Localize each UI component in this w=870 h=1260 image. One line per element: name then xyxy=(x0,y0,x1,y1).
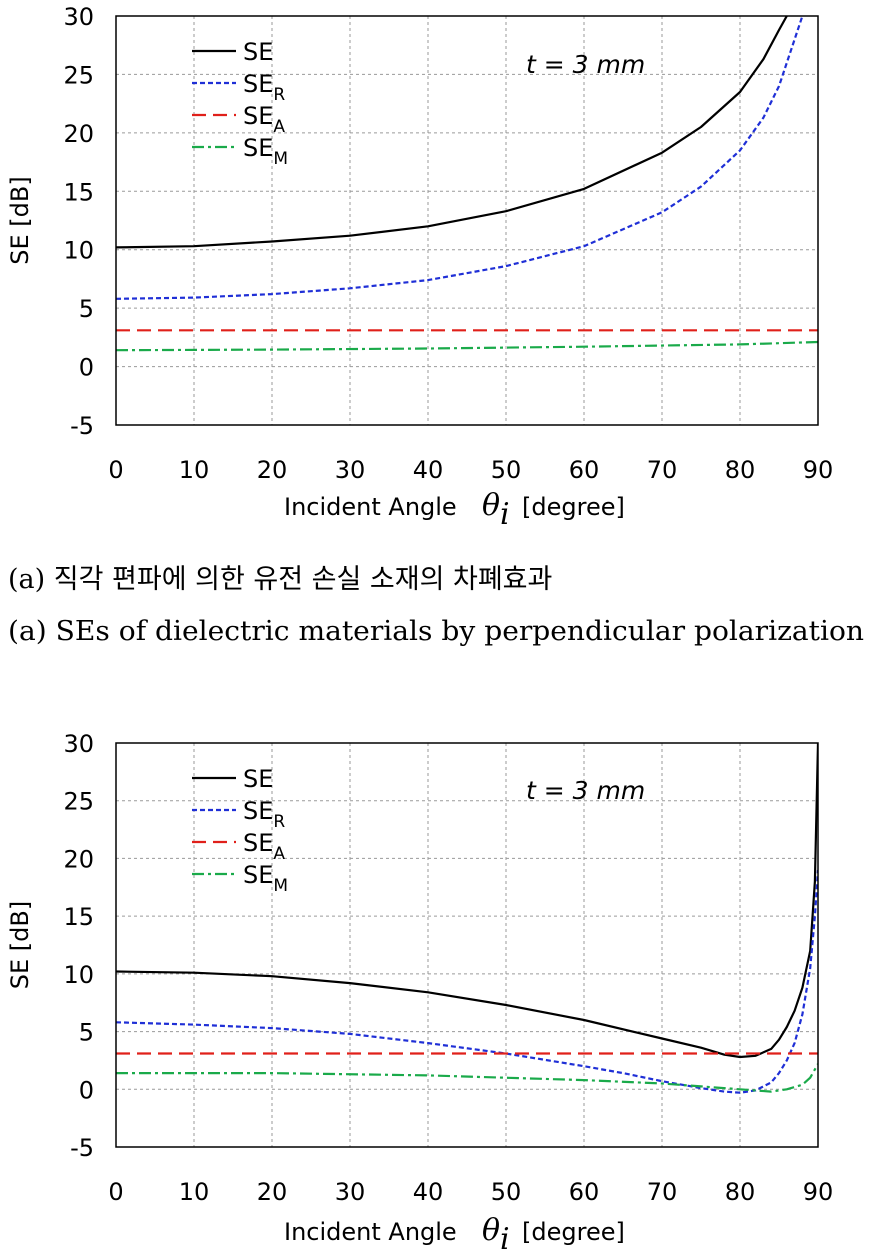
chart-b-y-tick-label: 25 xyxy=(63,788,94,816)
chart-b: -5 0 5 10 15 20 25 30 0 10 20 30 40 50 60 70 80 90 SE SER… xyxy=(6,730,833,1257)
chart-a-x-tick-label: 30 xyxy=(335,456,366,484)
chart-b-series-se xyxy=(116,743,818,1059)
chart-a-x-tick-label: 70 xyxy=(647,456,678,484)
chart-b-x-axis-label: Incident Angle θ i [degree] xyxy=(284,1213,625,1257)
chart-a-y-tick-label: 5 xyxy=(79,295,94,323)
chart-b-y-ticks: -5 0 5 10 15 20 25 30 xyxy=(63,730,94,1162)
chart-b-legend-label-se-r: SER xyxy=(243,797,285,832)
chart-b-legend-label-se-a: SEA xyxy=(243,829,285,864)
chart-a-grid xyxy=(116,16,818,425)
chart-a-x-tick-label: 40 xyxy=(413,456,444,484)
chart-b-x-tick-label: 50 xyxy=(491,1178,522,1206)
chart-a-annotation: t = 3 mm xyxy=(526,50,645,79)
chart-a-y-tick-label: 15 xyxy=(63,178,94,206)
chart-a-legend-label-se-a: SEA xyxy=(243,102,285,137)
chart-b-x-ticks: 0 10 20 30 40 50 60 70 80 90 xyxy=(108,1178,833,1206)
chart-b-y-tick-label: 15 xyxy=(63,903,94,931)
chart-a-x-tick-label: 90 xyxy=(803,456,834,484)
chart-b-x-tick-label: 80 xyxy=(725,1178,756,1206)
chart-b-x-axis-label-unit: [degree] xyxy=(522,1218,625,1246)
chart-a-x-tick-label: 20 xyxy=(257,456,288,484)
chart-b-y-tick-label: 30 xyxy=(63,730,94,758)
chart-a-legend-label-se-r: SER xyxy=(243,70,285,105)
chart-a-series xyxy=(116,16,818,352)
chart-a-x-tick-label: 10 xyxy=(179,456,210,484)
chart-a-x-tick-label: 0 xyxy=(108,456,123,484)
chart-a-y-tick-label: 30 xyxy=(63,3,94,31)
chart-a-y-tick-label: 20 xyxy=(63,120,94,148)
chart-b-plot-frame xyxy=(115,742,819,1148)
chart-b-y-tick-label: 0 xyxy=(79,1076,94,1104)
chart-a-series-se-m xyxy=(116,340,818,352)
chart-a-series-se-r xyxy=(116,16,804,300)
chart-a-y-tick-label: 0 xyxy=(79,354,94,382)
chart-a-x-axis-label-unit: [degree] xyxy=(522,493,625,521)
chart-b-x-tick-label: 30 xyxy=(335,1178,366,1206)
chart-b-x-tick-label: 40 xyxy=(413,1178,444,1206)
chart-a-x-tick-label: 60 xyxy=(569,456,600,484)
chart-b-y-tick-label: 20 xyxy=(63,845,94,873)
caption-korean: (a) 직각 편파에 의한 유전 손실 소재의 차폐효과 xyxy=(8,564,552,595)
chart-a-legend-label-se: SE xyxy=(243,38,273,66)
chart-b-x-tick-label: 20 xyxy=(257,1178,288,1206)
chart-a-y-tick-label: 10 xyxy=(63,237,94,265)
chart-a-y-tick-label: -5 xyxy=(70,412,94,440)
chart-b-series-se-m xyxy=(116,1063,818,1093)
chart-b-x-tick-label: 90 xyxy=(803,1178,834,1206)
chart-b-grid xyxy=(116,743,818,1147)
chart-b-y-axis-label: SE [dB] xyxy=(6,901,34,989)
chart-a-x-axis-label-subscript: i xyxy=(500,497,510,532)
chart-a-plot-frame xyxy=(115,15,819,426)
chart-b-x-axis-label-subscript: i xyxy=(500,1222,510,1257)
chart-b-x-tick-label: 70 xyxy=(647,1178,678,1206)
chart-b-series xyxy=(116,743,818,1094)
chart-b-y-tick-label: 10 xyxy=(63,961,94,989)
chart-b-y-tick-label: -5 xyxy=(70,1134,94,1162)
chart-b-y-tick-label: 5 xyxy=(79,1019,94,1047)
chart-a-x-ticks: 0 10 20 30 40 50 60 70 80 90 xyxy=(108,456,833,484)
chart-a-y-ticks: -5 0 5 10 15 20 25 30 xyxy=(63,3,94,440)
chart-a-x-axis-label-symbol: θ xyxy=(482,488,500,523)
chart-b-legend-label-se-m: SEM xyxy=(243,861,288,896)
chart-a-legend-label-se-m: SEM xyxy=(243,134,288,169)
chart-b-x-axis-label-text: Incident Angle xyxy=(284,1218,457,1246)
chart-b-x-tick-label: 60 xyxy=(569,1178,600,1206)
chart-b-series-se-r xyxy=(116,869,818,1094)
chart-a-x-axis-label: Incident Angle θ i [degree] xyxy=(284,488,625,532)
chart-b-legend-label-se: SE xyxy=(243,765,273,793)
chart-a-x-tick-label: 80 xyxy=(725,456,756,484)
chart-a-series-se xyxy=(116,16,788,249)
chart-b-x-tick-label: 10 xyxy=(179,1178,210,1206)
chart-b-x-tick-label: 0 xyxy=(108,1178,123,1206)
chart-b-x-axis-label-symbol: θ xyxy=(482,1213,500,1248)
chart-a-y-axis-label: SE [dB] xyxy=(6,176,34,264)
chart-a: -5 0 5 10 15 20 25 30 0 10 20 30 40 50 60 70 80 90 SE SER… xyxy=(6,3,833,532)
caption-english: (a) SEs of dielectric materials by perpe… xyxy=(8,616,864,647)
chart-a-x-tick-label: 50 xyxy=(491,456,522,484)
chart-b-annotation: t = 3 mm xyxy=(526,776,645,805)
chart-a-y-tick-label: 25 xyxy=(63,61,94,89)
chart-a-x-axis-label-text: Incident Angle xyxy=(284,493,457,521)
